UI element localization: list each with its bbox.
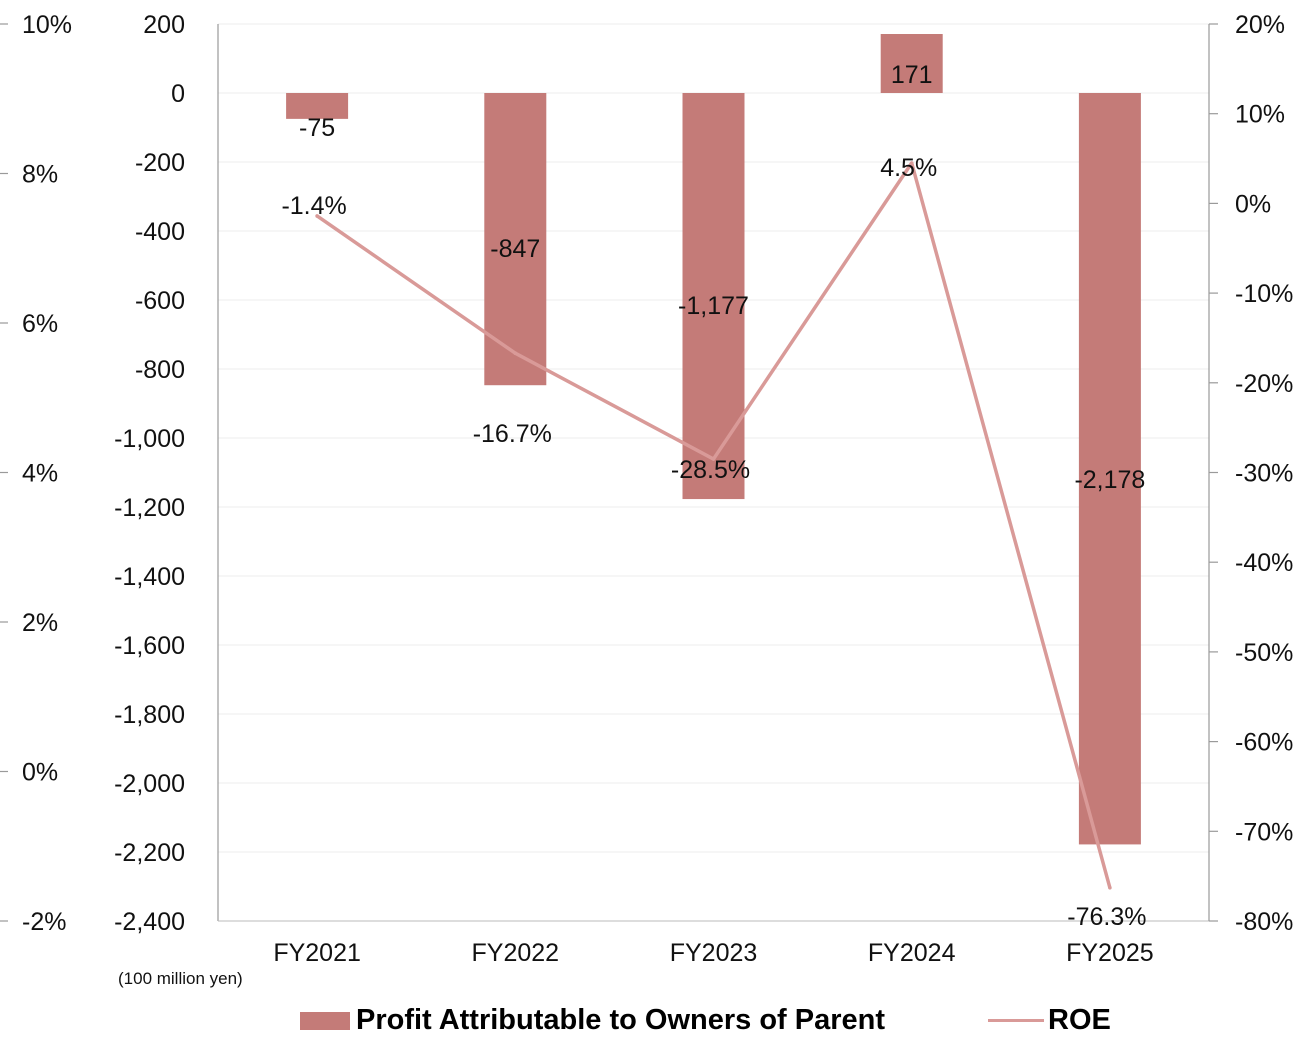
legend: Profit Attributable to Owners of Parent … [0,1004,1309,1044]
bar-FY2025 [1078,93,1141,845]
legend-item-profit: Profit Attributable to Owners of Parent [300,1004,885,1037]
legend-swatch-line [988,1019,1044,1022]
left-axis-tick-label: -1,400 [114,563,185,591]
bar-FY2021 [286,93,349,119]
bar-data-label: -75 [299,114,335,142]
x-axis-tick-label: FY2024 [868,939,956,967]
x-axis-tick-label: FY2025 [1066,939,1154,967]
line-series [315,161,1112,890]
outer-axis-tick-label: 4% [22,460,58,488]
data-labels: -75 -847 -1,177 171 -2,178 -1.4% -16.7% -28.5% 4… [281,61,1146,931]
left-axis-tick-label: -2,000 [114,770,185,798]
outer-axis-tick-label: 8% [22,161,58,189]
outer-axis-tick-label: 0% [22,759,58,787]
right-axis-tick-label: -60% [1235,729,1293,757]
right-axis-tick-label: -30% [1235,460,1293,488]
outer-axis-tick-label: -2% [22,908,66,936]
left-axis-tick-label: 200 [143,11,185,39]
bar-data-label: -847 [490,235,540,263]
unit-label: (100 million yen) [118,969,243,988]
bar-data-label: 171 [891,61,933,89]
roe-point-FY2022 [513,351,518,355]
roe-point-FY2023 [711,457,716,461]
x-axis-tick-label: FY2023 [670,939,758,967]
bar-data-label: -1,177 [678,292,749,320]
x-axis-tick-label: FY2021 [273,939,361,967]
left-axis-tick-label: -1,000 [114,425,185,453]
left-axis-tick-label: -1,200 [114,494,185,522]
axes: 200 0 -200 -400 -600 -800 -1,000 -1,200 -1,400 -1… [0,11,1293,967]
left-axis-tick-label: -400 [135,218,185,246]
right-axis-tick-label: -50% [1235,639,1293,667]
bar-FY2024 [880,34,943,93]
roe-point-FY2025 [1108,886,1112,890]
left-axis-tick-label: -2,400 [114,908,185,936]
line-data-label: 4.5% [880,154,937,182]
right-axis-tick-label: 20% [1235,11,1285,39]
right-axis-tick-label: -10% [1235,280,1293,308]
line-data-label: -16.7% [473,420,552,448]
left-axis-tick-label: -200 [135,149,185,177]
right-axis-tick-label: -80% [1235,908,1293,936]
legend-swatch-bar [300,1011,350,1030]
legend-item-roe: ROE [988,1004,1111,1037]
outer-axis-tick-label: 6% [22,310,58,338]
right-axis-tick-label: -70% [1235,818,1293,846]
bar-FY2022 [484,93,547,386]
x-axis-tick-label: FY2022 [472,939,560,967]
combo-chart: 200 0 -200 -400 -600 -800 -1,000 -1,200 -1,400 -1… [0,11,1293,988]
bar-data-label: -2,178 [1074,466,1145,494]
left-axis-tick-label: -1,800 [114,701,185,729]
right-axis-tick-label: -40% [1235,549,1293,577]
left-axis-tick-label: -2,200 [114,839,185,867]
left-axis-tick-label: -600 [135,287,185,315]
right-axis-tick-label: 0% [1235,190,1271,218]
left-axis-tick-label: 0 [171,80,185,108]
right-axis-tick-label: -20% [1235,370,1293,398]
bar-series [286,34,1141,845]
left-axis-tick-label: -800 [135,356,185,384]
left-axis-tick-label: -1,600 [114,632,185,660]
right-axis-tick-label: 10% [1235,101,1285,129]
line-data-label: -28.5% [671,456,750,484]
roe-point-FY2021 [315,214,319,218]
roe-point-FY2024 [909,161,914,165]
line-data-label: -1.4% [281,192,346,220]
line-data-label: -76.3% [1067,903,1146,931]
outer-axis-tick-label: 2% [22,609,58,637]
legend-label-roe: ROE [1048,1004,1111,1036]
outer-axis-tick-label: 10% [22,11,72,39]
legend-label-profit: Profit Attributable to Owners of Parent [356,1004,886,1036]
bar-FY2023 [682,93,745,500]
